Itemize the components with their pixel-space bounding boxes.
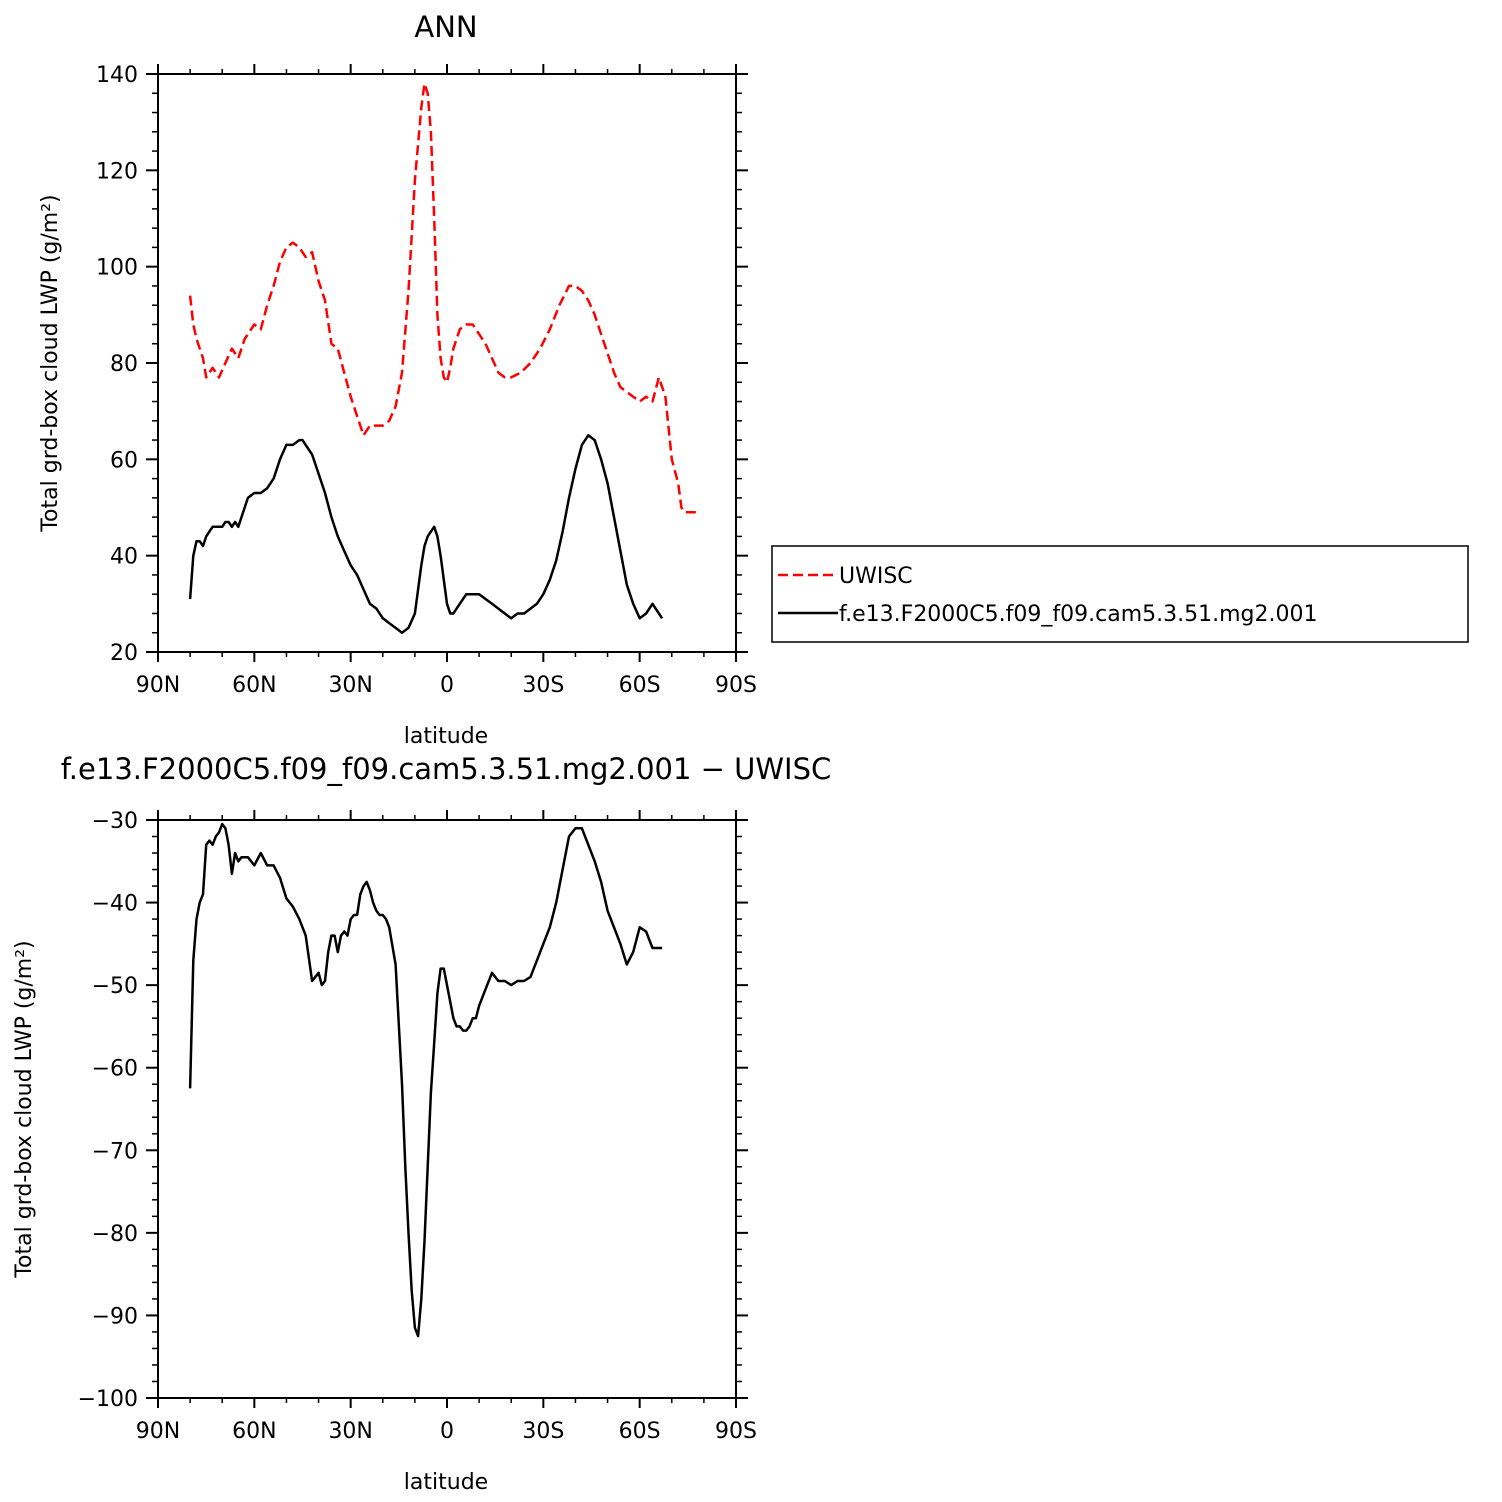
y-tick-label: −30 bbox=[92, 809, 138, 834]
panel-title: ANN bbox=[414, 10, 477, 44]
x-tick-label: 30N bbox=[328, 1419, 372, 1444]
legend: UWISC f.e13.F2000C5.f09_f09.cam5.3.51.mg… bbox=[771, 545, 1469, 643]
y-tick-label: 60 bbox=[110, 448, 138, 473]
plot-frame bbox=[157, 819, 737, 1399]
mean-lwp-panel: ANN 90N 60N 30N 0 30S 60S 90S 20 40 60 80 100 120 140… bbox=[38, 10, 757, 749]
x-tick-label: 60S bbox=[619, 1419, 661, 1444]
y-axis-label: Total grd-box cloud LWP (g/m²) bbox=[12, 940, 37, 1278]
plot-frame bbox=[157, 73, 737, 653]
y-tick-label: 100 bbox=[96, 256, 138, 281]
y-tick-label: −80 bbox=[92, 1222, 138, 1247]
x-tick-label: 90S bbox=[715, 673, 757, 698]
ticks-group: 90N 60N 30N 0 30S 60S 90S −100 −90 −80 −70 −60 −50 −4… bbox=[78, 809, 757, 1444]
series-line-difference bbox=[188, 822, 663, 1338]
x-tick-label: 60N bbox=[232, 673, 276, 698]
x-tick-label: 60N bbox=[232, 1419, 276, 1444]
series-line-model bbox=[188, 434, 664, 634]
legend-box bbox=[771, 545, 1469, 643]
y-tick-label: −90 bbox=[92, 1304, 138, 1329]
x-tick-label: 30S bbox=[522, 1419, 564, 1444]
series-line-uwisc bbox=[188, 82, 698, 514]
x-tick-label: 90S bbox=[715, 1419, 757, 1444]
series-group bbox=[188, 822, 663, 1338]
y-tick-label: 120 bbox=[96, 159, 138, 184]
y-tick-label: −100 bbox=[78, 1387, 138, 1412]
y-tick-label: 20 bbox=[110, 641, 138, 666]
legend-label-model: f.e13.F2000C5.f09_f09.cam5.3.51.mg2.001 bbox=[839, 602, 1317, 627]
x-tick-label: 90N bbox=[136, 1419, 180, 1444]
x-tick-label: 30N bbox=[328, 673, 372, 698]
y-tick-label: −50 bbox=[92, 974, 138, 999]
x-tick-label: 60S bbox=[619, 673, 661, 698]
x-tick-label: 30S bbox=[522, 673, 564, 698]
y-tick-label: 80 bbox=[110, 352, 138, 377]
x-tick-label: 0 bbox=[440, 1419, 454, 1444]
legend-label-uwisc: UWISC bbox=[839, 564, 913, 589]
y-tick-label: 40 bbox=[110, 545, 138, 570]
y-tick-label: −60 bbox=[92, 1057, 138, 1082]
y-tick-label: 140 bbox=[96, 63, 138, 88]
difference-panel: f.e13.F2000C5.f09_f09.cam5.3.51.mg2.001 … bbox=[12, 752, 831, 1495]
x-tick-label: 90N bbox=[136, 673, 180, 698]
y-axis-label: Total grd-box cloud LWP (g/m²) bbox=[38, 194, 63, 532]
y-tick-label: −70 bbox=[92, 1139, 138, 1164]
x-axis-label: latitude bbox=[404, 724, 488, 749]
x-axis-label: latitude bbox=[404, 1470, 488, 1495]
series-group bbox=[188, 82, 698, 634]
x-tick-label: 0 bbox=[440, 673, 454, 698]
y-tick-label: −40 bbox=[92, 892, 138, 917]
panel-title: f.e13.F2000C5.f09_f09.cam5.3.51.mg2.001 … bbox=[61, 752, 832, 786]
